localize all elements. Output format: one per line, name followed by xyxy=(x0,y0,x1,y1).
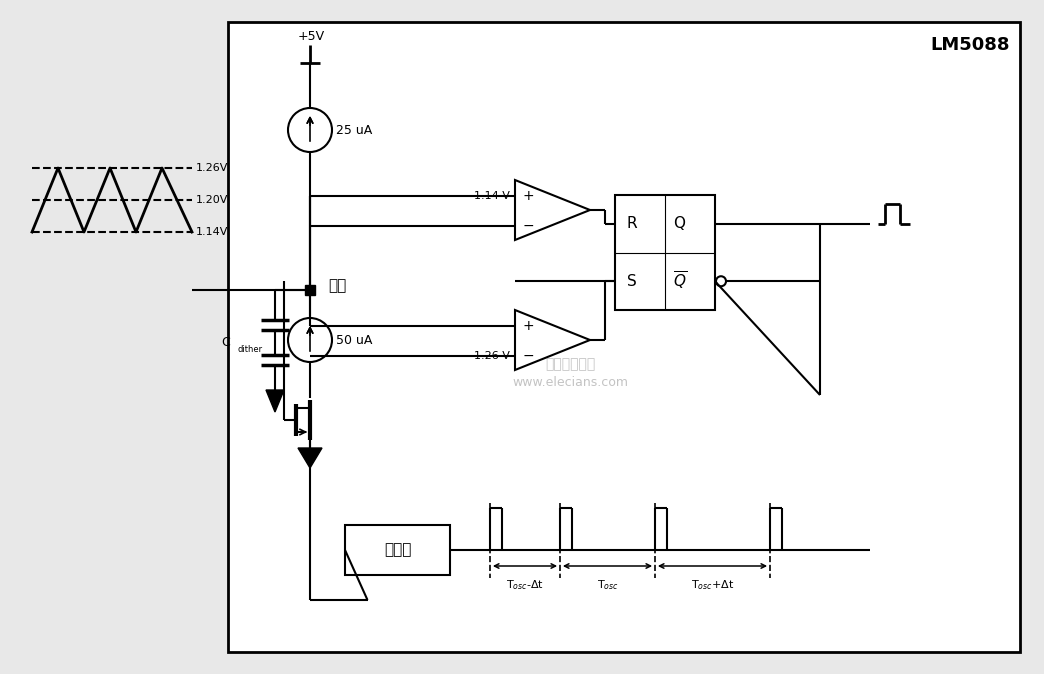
Text: dither: dither xyxy=(238,346,263,355)
Text: 50 uA: 50 uA xyxy=(336,334,373,346)
Text: 25 uA: 25 uA xyxy=(336,123,373,137)
Text: LM5088: LM5088 xyxy=(930,36,1010,54)
Text: Q: Q xyxy=(673,216,685,231)
Text: 抖动: 抖动 xyxy=(328,278,347,293)
Text: −: − xyxy=(523,349,535,363)
Text: R: R xyxy=(627,216,638,231)
Text: www.elecians.com: www.elecians.com xyxy=(512,375,628,388)
Text: 电子发烧友网: 电子发烧友网 xyxy=(545,357,595,371)
Bar xyxy=(345,525,450,575)
Text: +: + xyxy=(523,189,535,203)
Text: 1.26V: 1.26V xyxy=(196,163,229,173)
Text: C: C xyxy=(221,336,230,349)
Polygon shape xyxy=(298,448,322,468)
Text: 1.14 V: 1.14 V xyxy=(474,191,511,201)
Text: +5V: +5V xyxy=(298,30,325,43)
Text: +: + xyxy=(523,319,535,333)
Text: T$_{osc}$: T$_{osc}$ xyxy=(596,578,618,592)
Polygon shape xyxy=(515,310,590,370)
Text: $\overline{Q}$: $\overline{Q}$ xyxy=(673,270,687,293)
Bar xyxy=(615,195,715,310)
Text: T$_{osc}$-Δt: T$_{osc}$-Δt xyxy=(506,578,544,592)
Text: S: S xyxy=(627,274,637,288)
Text: 1.20V: 1.20V xyxy=(196,195,229,205)
Text: 1.26 V: 1.26 V xyxy=(474,351,511,361)
Text: 1.14V: 1.14V xyxy=(196,227,229,237)
Bar xyxy=(305,285,315,295)
Text: 振荡器: 振荡器 xyxy=(384,543,411,557)
Text: −: − xyxy=(523,219,535,233)
Polygon shape xyxy=(515,180,590,240)
Text: T$_{osc}$+Δt: T$_{osc}$+Δt xyxy=(691,578,734,592)
Polygon shape xyxy=(266,390,284,412)
Bar xyxy=(228,22,1020,652)
